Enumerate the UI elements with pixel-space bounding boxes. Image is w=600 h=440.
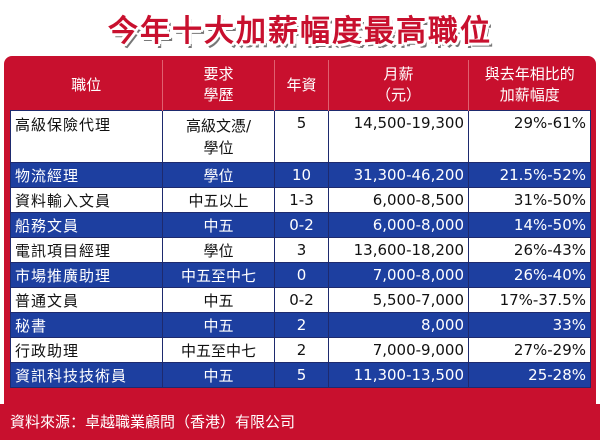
cell-salary: 14,500-19,300 — [328, 110, 469, 163]
column-header-years: 年資 — [274, 60, 329, 111]
table-row: 行政助理 中五至中七 2 7,000-9,000 27%-29% — [10, 337, 591, 363]
cell-requirement: 中五至中七 — [162, 262, 275, 288]
table-row: 高級保險代理 高級文憑/學位 5 14,500-19,300 29%-61% — [10, 110, 591, 163]
column-header-position: 職位 — [71, 75, 102, 94]
cell-requirement: 中五以上 — [162, 187, 275, 213]
cell-requirement: 中五 — [162, 212, 275, 238]
table-row: 普通文員 中五 0-2 5,500-7,000 17%-37.5% — [10, 287, 591, 313]
cell-requirement: 高級文憑/學位 — [162, 110, 275, 163]
cell-position: 市場推廣助理 — [10, 262, 163, 288]
cell-years: 0-2 — [274, 212, 329, 238]
page-title: 今年十大加薪幅度最高職位 — [108, 14, 492, 49]
cell-raise: 17%-37.5% — [468, 287, 591, 313]
cell-years: 2 — [274, 337, 329, 363]
cell-raise: 29%-61% — [468, 110, 591, 163]
cell-position: 行政助理 — [10, 337, 163, 363]
salary-table: 職位 要求 學歷 年資 月薪 （元） 與去年相比的 加薪幅度 高級保險代理 高級文憑/學… — [10, 60, 591, 388]
cell-requirement: 中五 — [162, 362, 275, 388]
table-row: 船務文員 中五 0-2 6,000-8,000 14%-50% — [10, 212, 591, 238]
cell-years: 0-2 — [274, 287, 329, 313]
cell-salary: 31,300-46,200 — [328, 162, 469, 188]
table-header-row: 職位 要求 學歷 年資 月薪 （元） 與去年相比的 加薪幅度 — [11, 60, 591, 111]
cell-salary: 6,000-8,500 — [328, 187, 469, 213]
column-header-salary: 月薪 （元） — [328, 60, 469, 111]
cell-position: 高級保險代理 — [10, 110, 163, 163]
cell-raise: 25-28% — [468, 362, 591, 388]
cell-position: 秘書 — [10, 312, 163, 338]
title-bar: 今年十大加薪幅度最高職位 — [0, 0, 600, 56]
table-container: 職位 要求 學歷 年資 月薪 （元） 與去年相比的 加薪幅度 高級保險代理 高級文憑/學… — [4, 56, 596, 404]
cell-raise: 31%-50% — [468, 187, 591, 213]
cell-years: 1-3 — [274, 187, 329, 213]
cell-salary: 13,600-18,200 — [328, 237, 469, 263]
table-row: 物流經理 學位 10 31,300-46,200 21.5%-52% — [10, 162, 591, 188]
cell-years: 5 — [274, 362, 329, 388]
cell-raise: 26%-43% — [468, 237, 591, 263]
cell-raise: 26%-40% — [468, 262, 591, 288]
table-row: 電訊項目經理 學位 3 13,600-18,200 26%-43% — [10, 237, 591, 263]
cell-requirement: 中五 — [162, 287, 275, 313]
column-header-requirement: 要求 學歷 — [162, 60, 275, 111]
cell-years: 5 — [274, 110, 329, 163]
column-header-raise: 與去年相比的 加薪幅度 — [468, 60, 591, 111]
cell-requirement: 學位 — [162, 237, 275, 263]
cell-position: 電訊項目經理 — [10, 237, 163, 263]
cell-salary: 8,000 — [328, 312, 469, 338]
table-row: 資訊科技技術員 中五 5 11,300-13,500 25-28% — [10, 362, 591, 388]
cell-position: 普通文員 — [10, 287, 163, 313]
cell-position: 資訊科技技術員 — [10, 362, 163, 388]
table-row: 資料輸入文員 中五以上 1-3 6,000-8,500 31%-50% — [10, 187, 591, 213]
cell-requirement: 中五至中七 — [162, 337, 275, 363]
table-body: 高級保險代理 高級文憑/學位 5 14,500-19,300 29%-61% 物流經理 學位… — [10, 110, 591, 388]
cell-years: 10 — [274, 162, 329, 188]
cell-requirement: 中五 — [162, 312, 275, 338]
cell-raise: 21.5%-52% — [468, 162, 591, 188]
cell-salary: 11,300-13,500 — [328, 362, 469, 388]
cell-raise: 14%-50% — [468, 212, 591, 238]
cell-salary: 7,000-9,000 — [328, 337, 469, 363]
table-row: 秘書 中五 2 8,000 33% — [10, 312, 591, 338]
cell-raise: 27%-29% — [468, 337, 591, 363]
cell-years: 2 — [274, 312, 329, 338]
cell-years: 0 — [274, 262, 329, 288]
cell-position: 物流經理 — [10, 162, 163, 188]
cell-position: 船務文員 — [10, 212, 163, 238]
cell-position: 資料輸入文員 — [10, 187, 163, 213]
cell-years: 3 — [274, 237, 329, 263]
cell-salary: 7,000-8,000 — [328, 262, 469, 288]
table-row: 市場推廣助理 中五至中七 0 7,000-8,000 26%-40% — [10, 262, 591, 288]
cell-salary: 5,500-7,000 — [328, 287, 469, 313]
cell-raise: 33% — [468, 312, 591, 338]
cell-salary: 6,000-8,000 — [328, 212, 469, 238]
source-footer: 資料來源：卓越職業顧問（香港）有限公司 — [0, 404, 600, 440]
cell-requirement: 學位 — [162, 162, 275, 188]
